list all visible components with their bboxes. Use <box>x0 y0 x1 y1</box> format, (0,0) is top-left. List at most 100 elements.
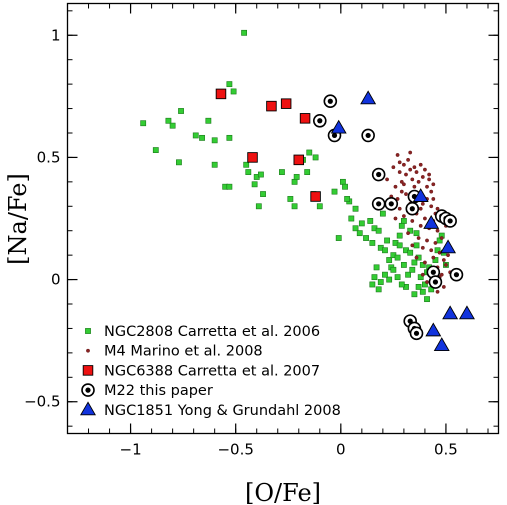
data-point <box>433 241 438 245</box>
data-point <box>413 242 420 249</box>
data-point <box>291 178 298 185</box>
data-point <box>348 215 355 222</box>
data-point <box>401 162 406 167</box>
data-point <box>407 227 414 234</box>
data-point <box>312 113 327 128</box>
legend-entry: NGC1851 Yong & Grundahl 2008 <box>80 401 341 419</box>
data-point <box>428 275 443 289</box>
data-point <box>423 167 427 172</box>
data-point <box>439 272 444 277</box>
data-point <box>255 203 262 210</box>
series-2 <box>215 88 321 202</box>
data-point <box>419 262 426 268</box>
data-point <box>423 216 427 221</box>
data-point <box>397 206 402 211</box>
data-point <box>356 230 363 237</box>
legend-entry: M22 this paper <box>81 383 213 399</box>
data-point <box>335 235 342 241</box>
axis-ticks: −1 −0.5 0 0.5 −0.5 0 0.5 1 <box>24 3 499 459</box>
data-point <box>400 262 407 268</box>
data-point <box>152 147 159 153</box>
data-point <box>245 169 252 175</box>
data-point <box>440 239 457 254</box>
data-point <box>176 159 182 166</box>
data-point <box>401 214 406 218</box>
data-point <box>304 169 311 175</box>
data-point <box>363 235 369 241</box>
data-points <box>140 29 475 351</box>
data-point <box>215 88 227 100</box>
data-point <box>384 197 399 211</box>
data-point <box>427 177 432 182</box>
data-point <box>414 170 419 174</box>
data-point <box>423 214 440 229</box>
data-point <box>412 184 417 189</box>
data-point <box>373 264 380 271</box>
data-point <box>258 171 264 178</box>
data-point <box>410 219 415 223</box>
data-point <box>435 228 440 233</box>
data-point <box>312 154 319 161</box>
data-point <box>260 191 266 197</box>
data-point <box>412 188 429 202</box>
data-point <box>435 206 440 211</box>
legend-marker <box>82 365 94 376</box>
data-point <box>409 266 416 273</box>
legend-entry: NGC2808 Carretta et al. 2006 <box>85 324 320 340</box>
data-point <box>404 172 408 177</box>
data-point <box>323 94 338 109</box>
data-point <box>306 149 313 156</box>
data-point <box>379 210 386 217</box>
data-point <box>192 132 199 139</box>
x-tick-label: 0 <box>336 441 346 459</box>
data-point <box>384 237 390 244</box>
data-point <box>230 88 237 95</box>
data-point <box>407 249 414 256</box>
data-point <box>432 257 439 263</box>
data-point <box>391 165 396 170</box>
data-point <box>243 161 250 168</box>
data-point <box>226 134 233 141</box>
data-point <box>442 305 459 320</box>
data-point <box>415 284 422 290</box>
data-point <box>371 274 378 281</box>
data-point <box>226 183 233 190</box>
data-point <box>435 289 440 294</box>
data-point <box>279 169 285 175</box>
y-tick-label: 0 <box>51 271 61 289</box>
legend-marker <box>80 401 96 416</box>
data-point <box>386 257 393 263</box>
data-point <box>423 260 427 265</box>
data-point <box>425 280 429 284</box>
data-point <box>446 253 450 258</box>
m22-dot <box>331 132 338 139</box>
data-point <box>226 81 233 88</box>
data-point <box>397 160 402 165</box>
y-tick-label: 1 <box>51 26 61 44</box>
data-point <box>375 227 382 234</box>
data-point <box>424 296 430 303</box>
data-point <box>241 29 248 36</box>
data-point <box>431 197 436 201</box>
data-point <box>342 183 348 190</box>
data-point <box>429 248 434 253</box>
data-point <box>375 286 382 293</box>
data-point <box>396 232 403 239</box>
x-axis-title: [O/Fe] <box>245 479 321 505</box>
data-point <box>291 203 298 210</box>
data-point <box>331 188 338 195</box>
data-point <box>205 117 212 124</box>
data-point <box>169 122 176 129</box>
data-point <box>211 137 218 144</box>
m22-dot <box>388 201 394 207</box>
data-point <box>408 167 413 172</box>
legend-entry: NGC6388 Carretta et al. 2007 <box>82 363 320 379</box>
data-point <box>406 231 410 236</box>
legend: NGC2808 Carretta et al. 2006 M4 Marino et… <box>80 324 341 419</box>
data-point <box>316 203 323 210</box>
data-point <box>429 204 434 209</box>
data-point <box>352 225 359 232</box>
data-point <box>422 281 428 288</box>
data-point <box>426 265 441 280</box>
